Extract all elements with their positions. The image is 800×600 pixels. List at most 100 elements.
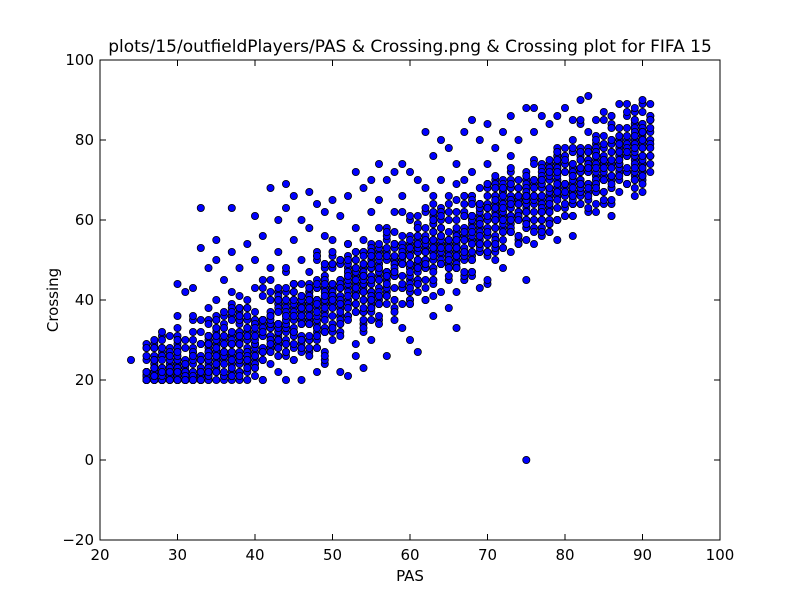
data-point bbox=[219, 331, 228, 340]
data-point bbox=[429, 215, 438, 224]
data-point bbox=[266, 263, 275, 272]
data-point bbox=[553, 155, 562, 164]
data-point bbox=[592, 199, 601, 208]
data-point bbox=[615, 139, 624, 148]
data-point bbox=[638, 187, 647, 196]
data-point bbox=[514, 191, 523, 200]
data-point bbox=[157, 343, 166, 352]
data-point bbox=[212, 323, 221, 332]
data-point bbox=[553, 203, 562, 212]
data-point bbox=[305, 343, 314, 352]
data-point bbox=[336, 299, 345, 308]
data-point bbox=[498, 191, 507, 200]
data-point bbox=[196, 367, 205, 376]
data-point bbox=[196, 203, 205, 212]
data-point bbox=[646, 124, 655, 133]
data-point bbox=[530, 207, 539, 216]
data-point bbox=[243, 331, 252, 340]
data-point bbox=[638, 135, 647, 144]
data-point bbox=[351, 307, 360, 316]
data-point bbox=[243, 363, 252, 372]
data-point bbox=[297, 311, 306, 320]
data-point bbox=[320, 259, 329, 268]
data-point bbox=[142, 351, 151, 360]
data-point bbox=[227, 307, 236, 316]
data-point bbox=[630, 175, 639, 184]
data-point bbox=[328, 303, 337, 312]
data-point bbox=[281, 203, 290, 212]
data-point bbox=[289, 287, 298, 296]
data-point bbox=[367, 175, 376, 184]
data-point bbox=[390, 227, 399, 236]
data-point bbox=[390, 267, 399, 276]
data-point bbox=[351, 299, 360, 308]
data-point bbox=[568, 159, 577, 168]
data-point bbox=[173, 335, 182, 344]
data-point bbox=[289, 279, 298, 288]
data-point bbox=[444, 303, 453, 312]
data-point bbox=[530, 175, 539, 184]
data-point bbox=[390, 307, 399, 316]
data-point bbox=[212, 295, 221, 304]
data-point bbox=[289, 327, 298, 336]
data-point bbox=[429, 235, 438, 244]
data-point bbox=[607, 135, 616, 144]
x-tick-label: 60 bbox=[400, 546, 419, 564]
data-point bbox=[173, 323, 182, 332]
data-point bbox=[181, 359, 190, 368]
data-point bbox=[196, 243, 205, 252]
data-point bbox=[506, 215, 515, 224]
data-point bbox=[568, 183, 577, 192]
data-point bbox=[281, 179, 290, 188]
data-point bbox=[227, 203, 236, 212]
data-point bbox=[413, 255, 422, 264]
data-point bbox=[274, 343, 283, 352]
data-point bbox=[592, 183, 601, 192]
data-point bbox=[561, 187, 570, 196]
data-point bbox=[599, 116, 608, 125]
data-point bbox=[281, 295, 290, 304]
data-point bbox=[483, 239, 492, 248]
data-point bbox=[405, 167, 414, 176]
data-point bbox=[258, 315, 267, 324]
data-point bbox=[530, 127, 539, 136]
data-point bbox=[483, 275, 492, 284]
data-point bbox=[530, 239, 539, 248]
data-point bbox=[584, 191, 593, 200]
data-point bbox=[274, 319, 283, 328]
data-point bbox=[212, 331, 221, 340]
data-point bbox=[212, 235, 221, 244]
data-point bbox=[219, 307, 228, 316]
data-point bbox=[429, 267, 438, 276]
data-point bbox=[530, 104, 539, 113]
data-point bbox=[568, 231, 577, 240]
x-tick-label: 40 bbox=[245, 546, 264, 564]
data-point bbox=[405, 243, 414, 252]
data-point bbox=[646, 159, 655, 168]
data-point bbox=[188, 375, 197, 384]
data-point bbox=[243, 295, 252, 304]
y-tick-label: 40 bbox=[75, 291, 94, 309]
data-point bbox=[305, 311, 314, 320]
axis-ticks: 20 30 40 50 60 70 80 90 100 −20 0 20 40 60 80 100 bbox=[62, 51, 734, 564]
data-point bbox=[204, 351, 213, 360]
data-point bbox=[266, 183, 275, 192]
data-point bbox=[235, 331, 244, 340]
data-point bbox=[173, 347, 182, 356]
data-point bbox=[530, 215, 539, 224]
data-point bbox=[281, 283, 290, 292]
data-point bbox=[212, 367, 221, 376]
data-point bbox=[274, 247, 283, 256]
data-point bbox=[204, 331, 213, 340]
data-point bbox=[522, 455, 531, 464]
y-tick-label: 0 bbox=[84, 451, 94, 469]
data-point bbox=[274, 283, 283, 292]
data-point bbox=[181, 343, 190, 352]
data-point bbox=[188, 327, 197, 336]
data-point bbox=[390, 207, 399, 216]
data-point bbox=[506, 199, 515, 208]
data-point bbox=[498, 243, 507, 252]
data-point bbox=[630, 104, 639, 113]
data-point bbox=[258, 291, 267, 300]
data-point bbox=[592, 116, 601, 125]
